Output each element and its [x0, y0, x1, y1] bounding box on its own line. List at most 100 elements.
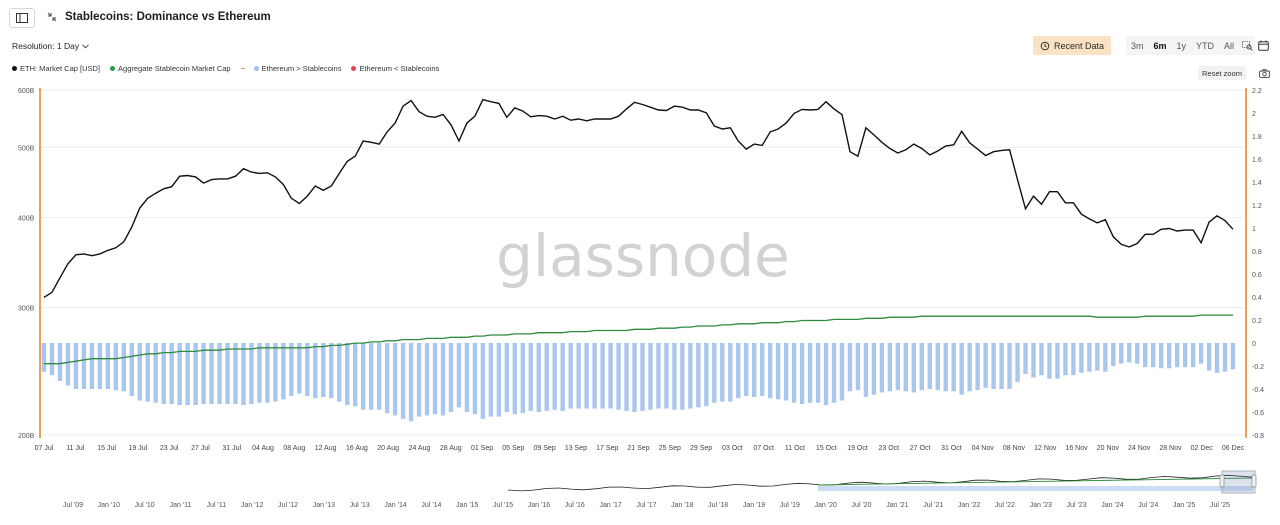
navigator-tick-label: Jul '10 — [135, 502, 155, 509]
x-tick-label: 21 Sep — [627, 445, 649, 452]
screenshot-button[interactable] — [1257, 66, 1271, 80]
bar — [121, 343, 126, 392]
bar — [991, 343, 996, 389]
bar — [456, 343, 462, 408]
resolution-dropdown[interactable]: Resolution: 1 Day — [12, 41, 89, 51]
bar — [688, 343, 693, 409]
bar — [81, 343, 87, 389]
y-right-tick-label: 2 — [1252, 111, 1256, 118]
bar — [1103, 343, 1108, 372]
bar — [720, 343, 725, 402]
range-all-button[interactable]: All — [1224, 40, 1235, 51]
bar — [560, 343, 565, 411]
y-right-tick-label: 1.6 — [1252, 157, 1262, 164]
bar — [241, 343, 246, 406]
top-bar: Stablecoins: Dominance vs Ethereum — [0, 0, 1280, 36]
calendar-button[interactable] — [1254, 37, 1272, 54]
bar — [1095, 343, 1100, 371]
navigator-tick-label: Jan '23 — [1030, 502, 1052, 509]
bar — [416, 343, 422, 417]
range-6m-button[interactable]: 6m — [1153, 40, 1167, 51]
bar — [871, 343, 877, 395]
bar — [680, 343, 685, 410]
bar — [951, 343, 956, 392]
zoom-select-icon — [1241, 40, 1253, 51]
x-tick-label: 28 Aug — [440, 445, 462, 452]
bar — [1007, 343, 1012, 389]
y-left-tick-label: 400B — [18, 215, 35, 222]
bar — [113, 343, 119, 391]
bar — [712, 343, 717, 403]
recent-data-label: Recent Data — [1053, 40, 1105, 51]
navigator-tick-label: Jul '13 — [350, 502, 370, 509]
bar — [520, 343, 525, 414]
bar — [799, 343, 805, 404]
legend-item-stablecoin[interactable]: Aggregate Stablecoin Market Cap — [110, 64, 231, 73]
navigator-tick-label: Jul '15 — [493, 502, 513, 509]
x-tick-label: 16 Aug — [346, 445, 368, 452]
collapse-icon[interactable] — [46, 11, 58, 23]
legend-item-eth[interactable]: ETH: Market Cap [USD] — [12, 64, 100, 73]
bar — [73, 343, 79, 389]
x-tick-label: 07 Jul — [35, 445, 54, 452]
bar — [815, 343, 821, 403]
bar — [568, 343, 573, 409]
range-1y-button[interactable]: 1y — [1176, 40, 1187, 51]
y-right-tick-label: 1.8 — [1252, 134, 1262, 141]
bar — [313, 343, 318, 399]
x-tick-label: 31 Oct — [941, 445, 962, 452]
y-right-tick-label: -0.8 — [1252, 433, 1264, 440]
bar — [225, 343, 230, 404]
y-right-tick-label: 0 — [1252, 341, 1256, 348]
y-left-tick-label: 200B — [18, 433, 35, 440]
legend-label: Ethereum < Stablecoins — [359, 64, 440, 73]
x-tick-label: 08 Aug — [283, 445, 305, 452]
bar — [616, 343, 621, 410]
bar — [640, 343, 645, 411]
bar — [967, 343, 972, 392]
range-selector: 3m 6m 1y YTD All — [1126, 36, 1256, 55]
bar — [329, 343, 334, 399]
bar — [807, 343, 813, 403]
bar — [488, 343, 494, 417]
x-tick-label: 02 Dec — [1191, 445, 1214, 452]
navigator-tick-label: Jan '17 — [599, 502, 621, 509]
legend-item-eth-greater[interactable]: Ethereum > Stablecoins — [240, 64, 341, 73]
range-3m-button[interactable]: 3m — [1131, 40, 1144, 51]
bar — [823, 343, 829, 406]
zoom-select-button[interactable] — [1239, 36, 1255, 55]
navigator-handle-left — [1219, 474, 1225, 488]
bar — [831, 343, 837, 403]
range-ytd-button[interactable]: YTD — [1196, 40, 1215, 51]
bar — [201, 343, 206, 404]
bar — [337, 343, 342, 402]
bar — [97, 343, 103, 389]
bar — [432, 343, 438, 415]
eth-market-cap-line — [43, 98, 1234, 298]
y-left-tick-label: 600B — [18, 88, 35, 95]
bar — [759, 343, 765, 396]
main-chart[interactable]: glassnode 200B 300B 400B 500B 600B 2.2 2 1.8 1.6 1… — [0, 80, 1280, 455]
navigator-tick-label: Jul '21 — [923, 502, 943, 509]
bar — [552, 343, 557, 410]
navigator-tick-label: Jul '25 — [1210, 502, 1230, 509]
bar — [839, 343, 845, 401]
bar — [177, 343, 182, 406]
bar — [1135, 343, 1140, 364]
chart-navigator[interactable]: Jul '09 Jan '10 Jul '10 Jan '11 Jul '11 Jan '… — [0, 466, 1280, 525]
reset-zoom-button[interactable]: Reset zoom — [1198, 66, 1246, 80]
sidebar-toggle-button[interactable] — [9, 8, 35, 28]
y-right-tick-label: 2.2 — [1252, 88, 1262, 95]
legend-item-eth-less[interactable]: Ethereum < Stablecoins — [351, 64, 439, 73]
bar — [1206, 343, 1212, 371]
bar — [592, 343, 597, 409]
bar — [289, 343, 294, 396]
bar — [297, 343, 302, 394]
x-tick-label: 24 Aug — [409, 445, 431, 452]
recent-data-button[interactable]: Recent Data — [1033, 36, 1111, 55]
bar — [791, 343, 797, 403]
bar — [919, 343, 924, 391]
bar — [1055, 343, 1060, 379]
legend-marker — [351, 66, 357, 71]
bar — [345, 343, 350, 406]
